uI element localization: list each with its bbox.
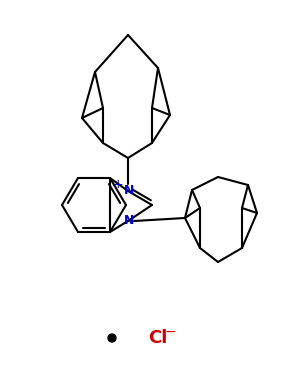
Text: −: − [165,325,177,339]
Text: +: + [113,177,123,191]
Text: N: N [124,185,134,197]
Text: N: N [124,215,134,227]
Circle shape [108,334,116,342]
Text: Cl: Cl [148,329,167,347]
